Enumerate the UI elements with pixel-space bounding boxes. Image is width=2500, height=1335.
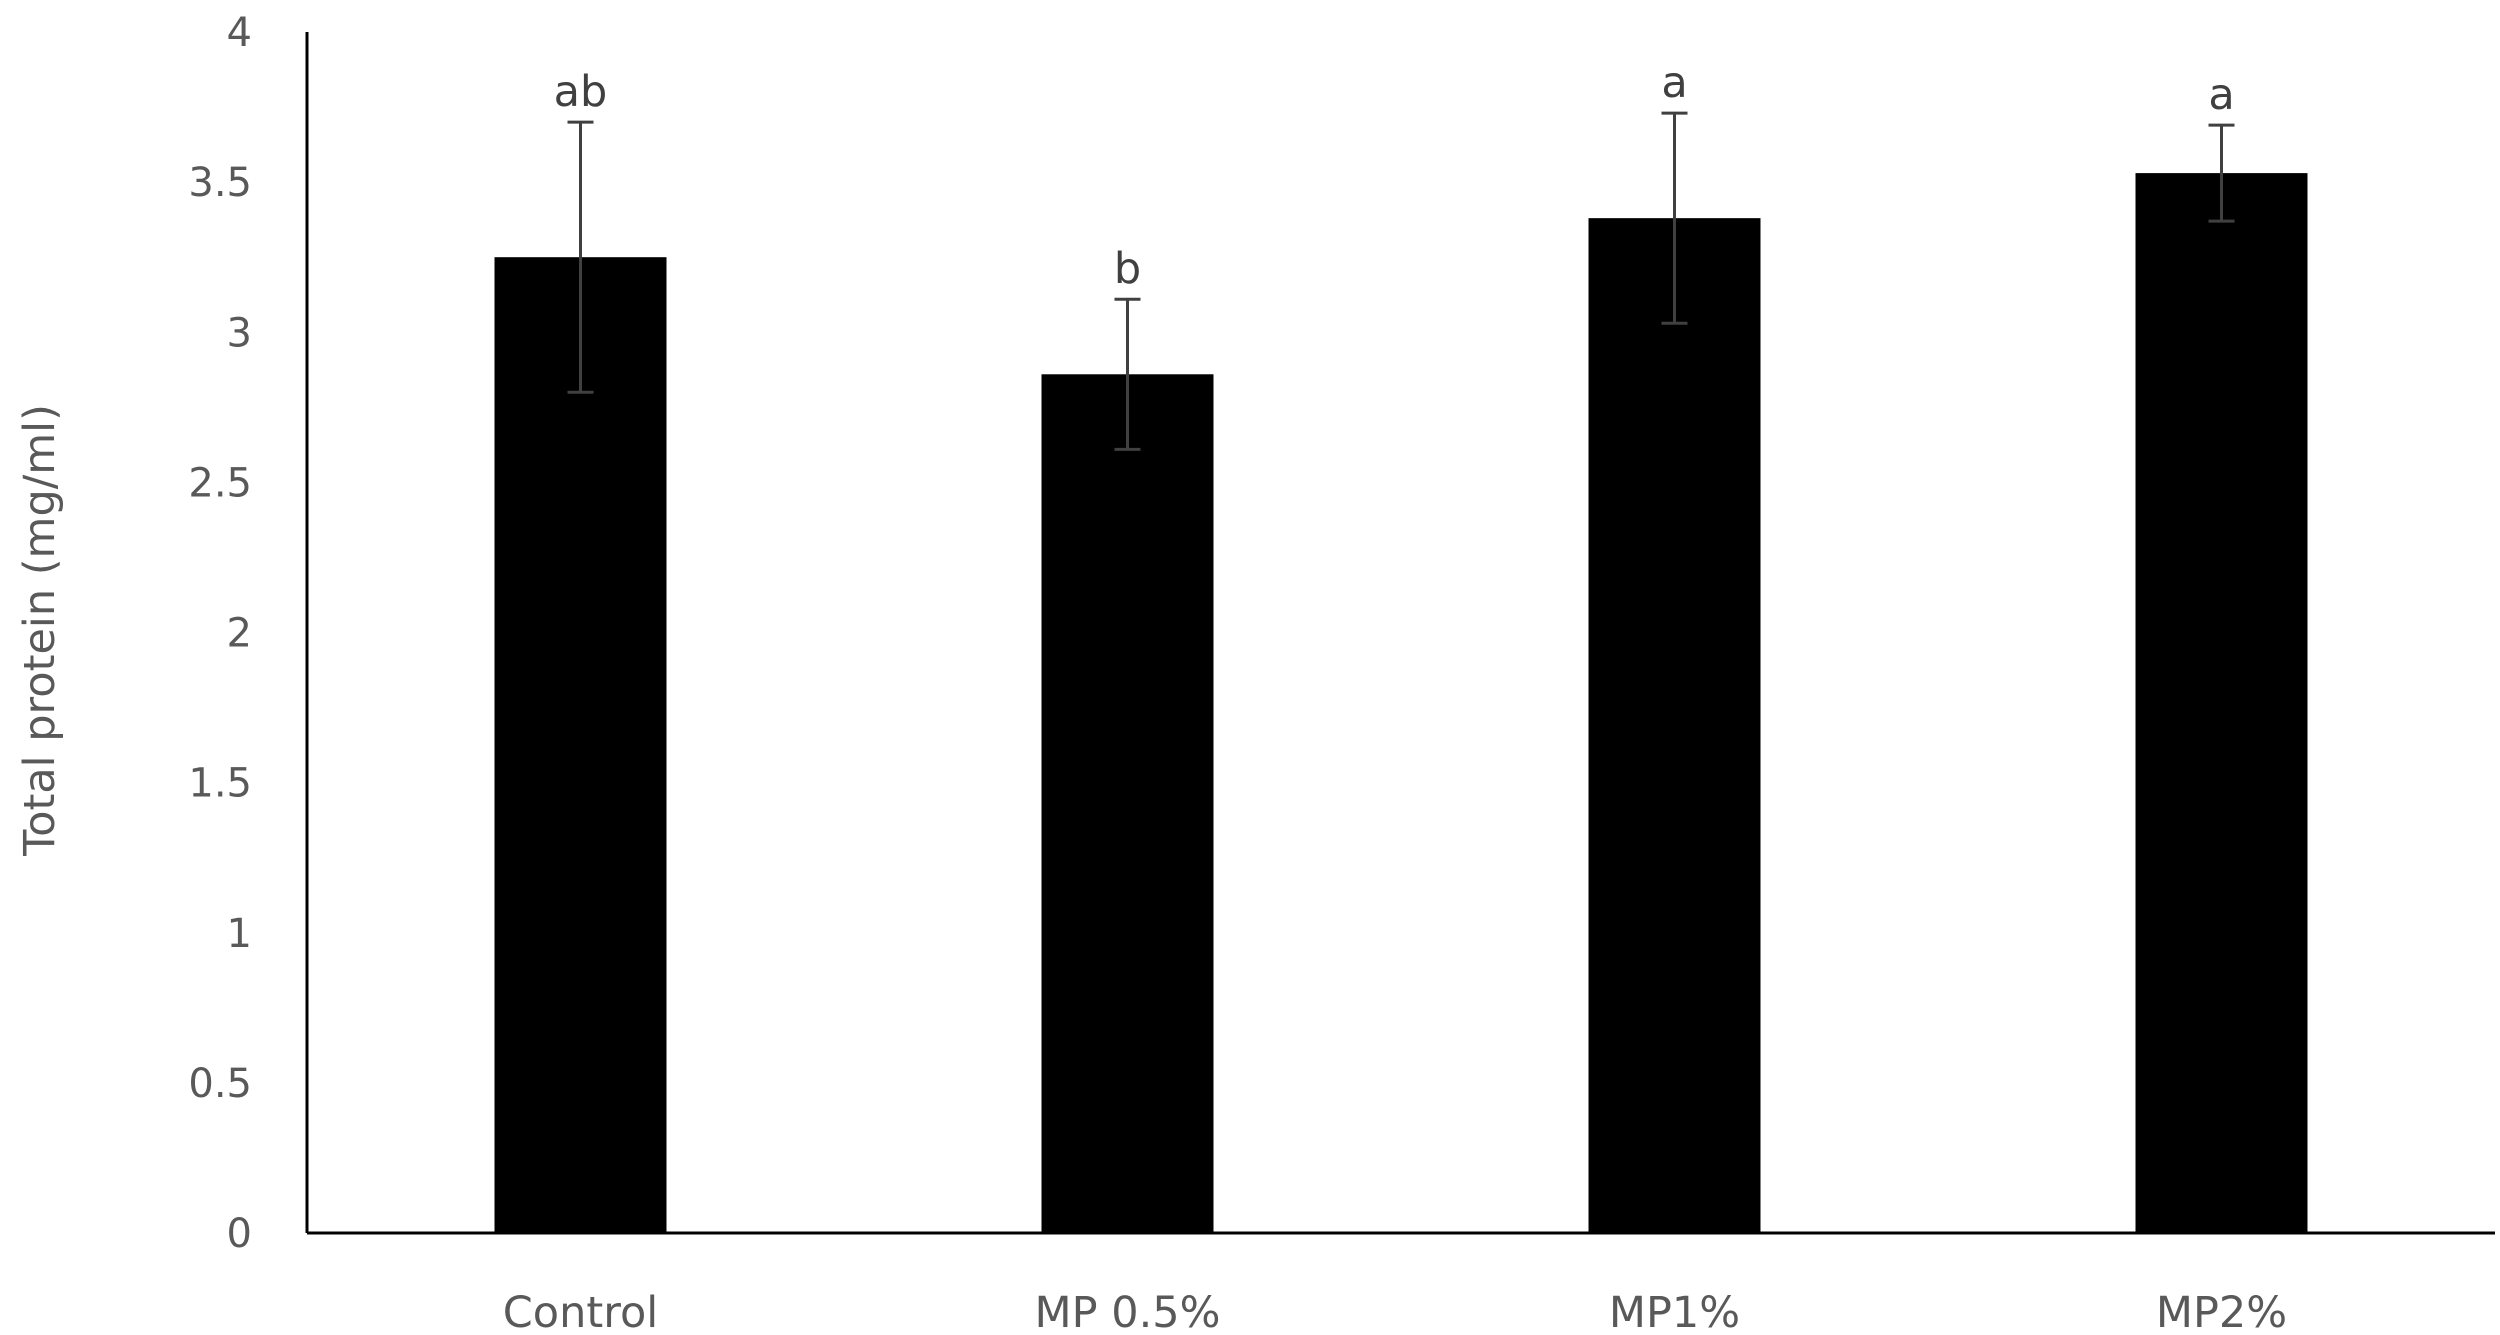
significance-label: a [1661, 58, 1687, 108]
x-tick-label: MP 0.5% [1035, 1288, 1221, 1335]
y-tick-label: 1.5 [188, 761, 252, 807]
y-tick-label: 0 [227, 1211, 252, 1257]
bar [1041, 374, 1214, 1233]
y-tick-label: 2 [227, 611, 252, 657]
plot-area: 0 0.5 1 1.5 2 2.5 3 3.5 4 ab Control b MP 0.5% a MP1% a… [188, 10, 2495, 1335]
significance-label: a [2208, 70, 2234, 120]
x-tick-label: MP1% [1609, 1288, 1740, 1335]
x-tick-label: MP2% [2156, 1288, 2287, 1335]
y-tick-label: 0.5 [188, 1061, 252, 1107]
y-tick-label: 1 [227, 911, 252, 957]
significance-label: ab [554, 67, 608, 117]
y-tick-label: 3.5 [188, 160, 252, 206]
bar [1588, 218, 1761, 1233]
y-tick-label: 3 [227, 310, 252, 356]
bar [494, 257, 667, 1233]
bar [2135, 173, 2308, 1234]
y-tick-label: 4 [227, 10, 252, 56]
y-axis-title: Total protein (mg/ml) [15, 404, 65, 857]
x-tick-label: Control [503, 1288, 658, 1335]
y-tick-label: 2.5 [188, 460, 252, 506]
significance-label: b [1114, 244, 1141, 294]
